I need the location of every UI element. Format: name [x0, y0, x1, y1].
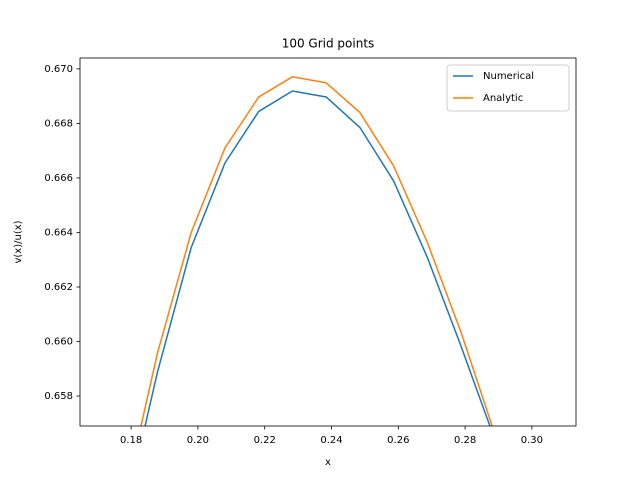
legend-label: Analytic: [483, 93, 523, 104]
y-tick-label: 0.670: [44, 64, 73, 75]
y-axis-label: v(x)/u(x): [13, 220, 24, 263]
legend: [446, 64, 570, 112]
x-tick-label: 0.30: [521, 435, 543, 446]
y-tick-label: 0.658: [44, 391, 73, 402]
y-tick-label: 0.662: [44, 282, 73, 293]
x-tick-label: 0.24: [320, 435, 342, 446]
x-axis-label: x: [325, 457, 331, 468]
axes-frame: [79, 57, 577, 427]
legend-label: Numerical: [483, 71, 534, 82]
x-tick-label: 0.28: [454, 435, 476, 446]
chart-title: 100 Grid points: [282, 37, 375, 51]
y-tick-label: 0.668: [44, 118, 73, 129]
line: [140, 76, 493, 426]
x-tick-label: 0.18: [120, 435, 142, 446]
y-tick-label: 0.664: [44, 227, 73, 238]
y-tick-label: 0.666: [44, 173, 73, 184]
y-tick-label: 0.660: [44, 336, 73, 347]
line: [144, 90, 491, 426]
x-tick-label: 0.26: [387, 435, 409, 446]
plot-area: [140, 76, 493, 426]
x-tick-label: 0.20: [187, 435, 209, 446]
x-tick-label: 0.22: [254, 435, 276, 446]
